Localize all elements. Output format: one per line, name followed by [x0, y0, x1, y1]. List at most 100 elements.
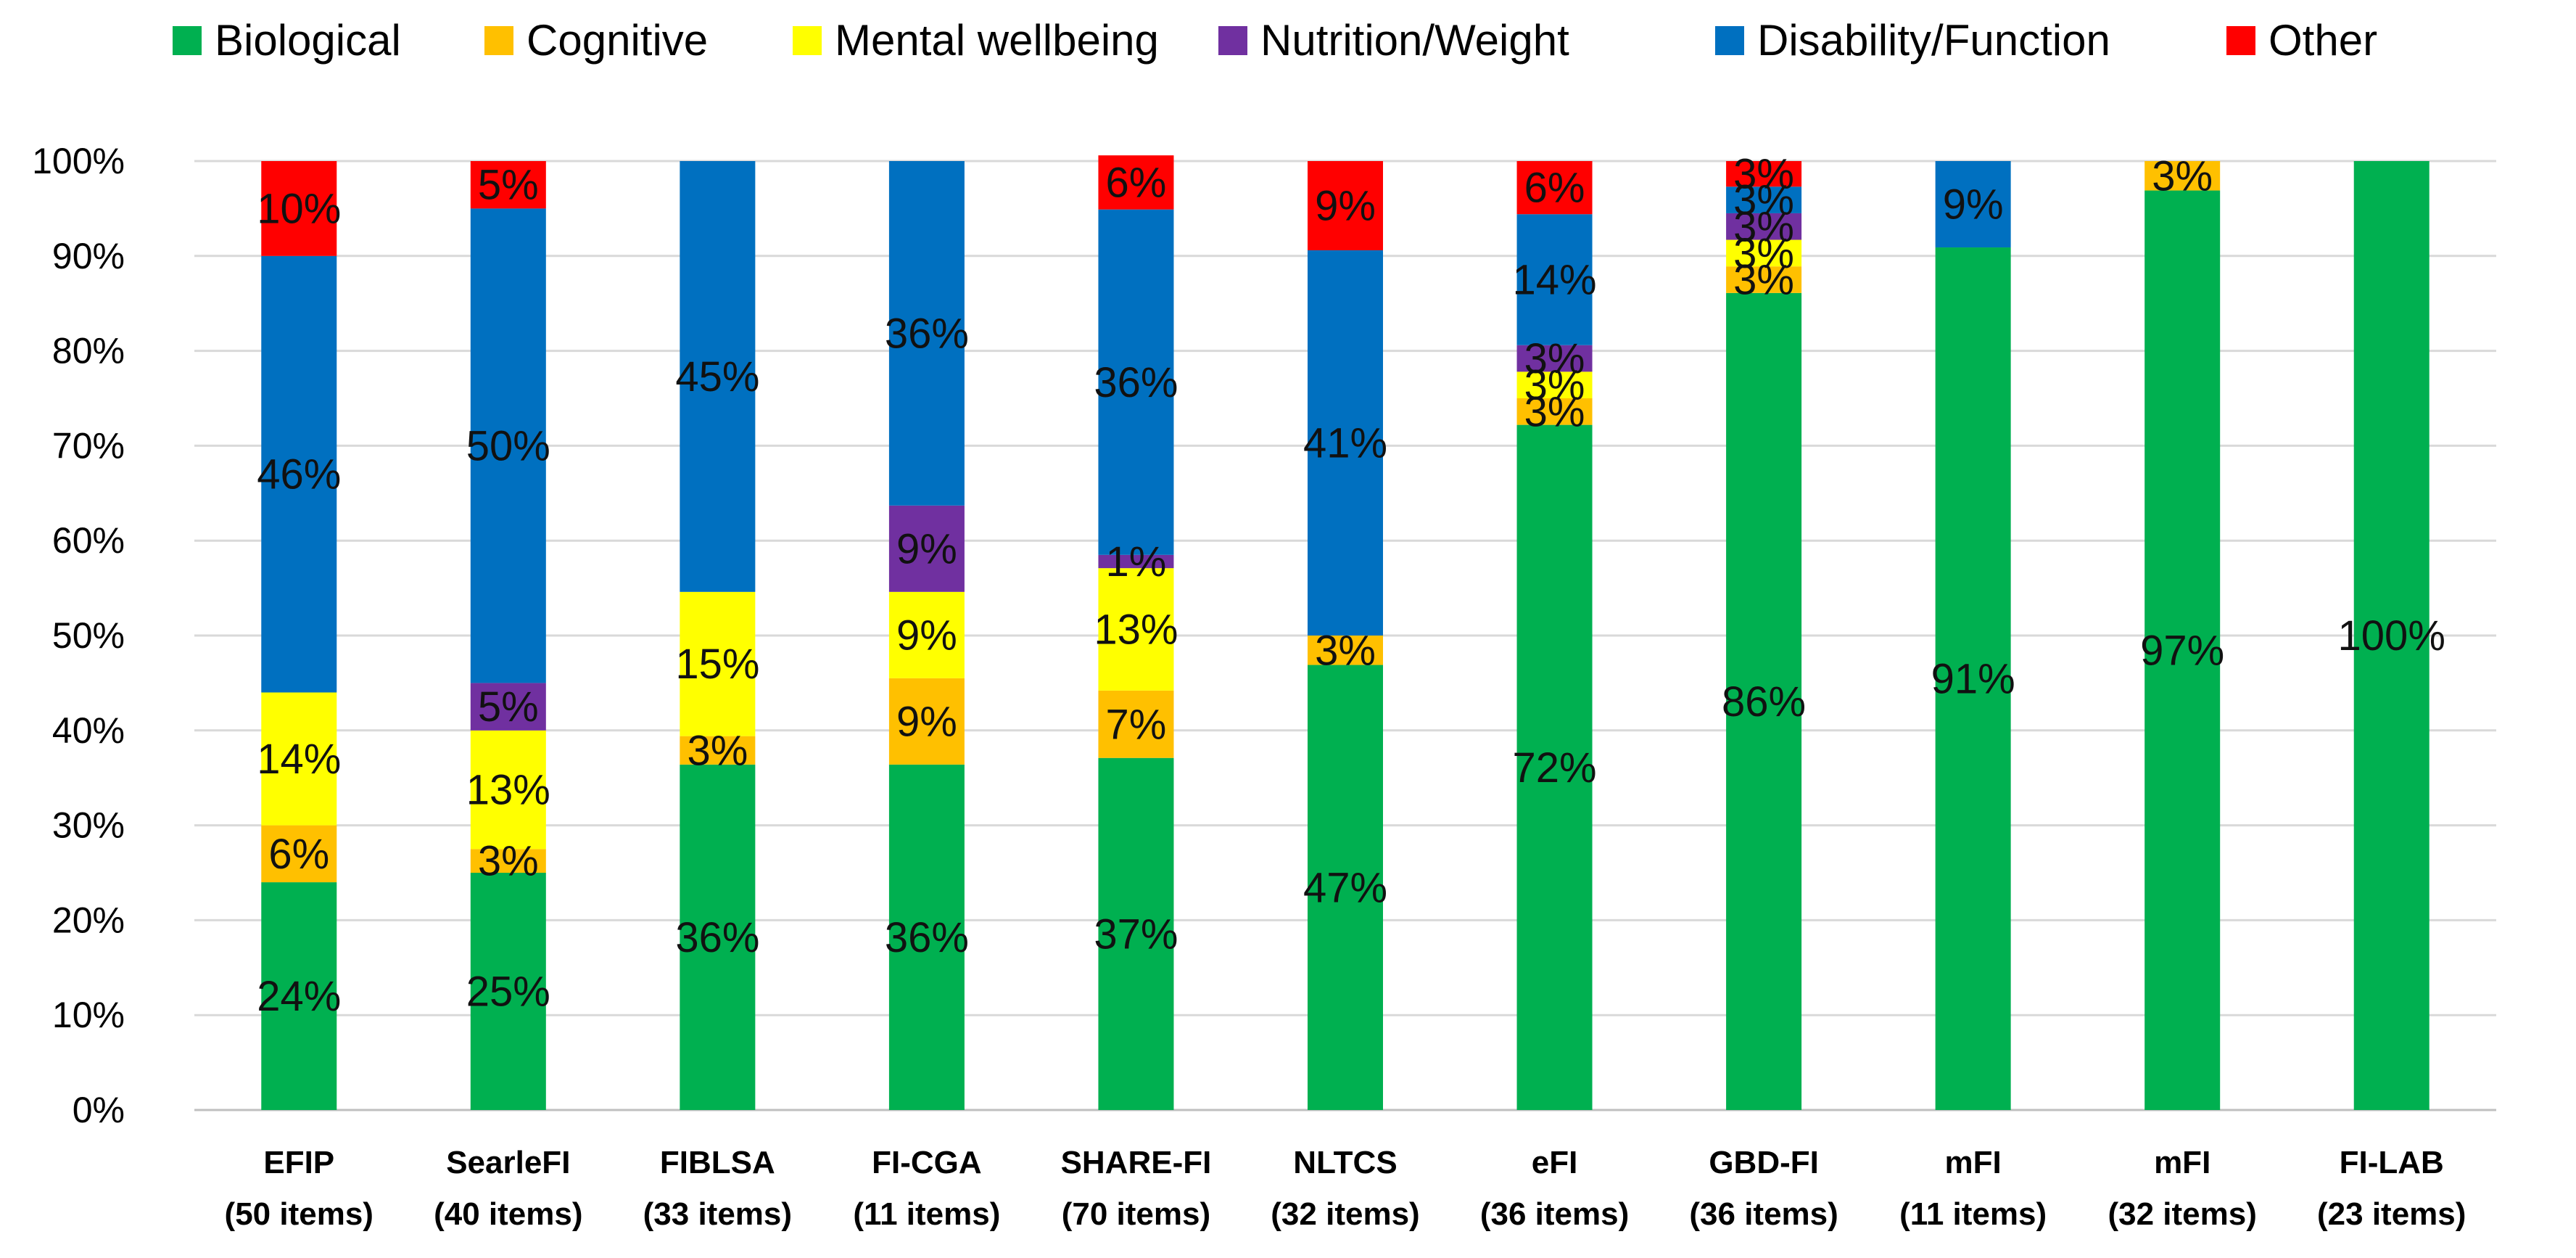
- data-label: 91%: [1931, 656, 2015, 703]
- bar-segment-cognitive: [888, 678, 965, 765]
- bar-segment-nutrition-weight: [1098, 554, 1174, 569]
- y-tick-label: 60%: [52, 520, 125, 561]
- x-tick-sublabel: (70 items): [1062, 1196, 1210, 1232]
- bar-segment-disability-function: [261, 255, 337, 693]
- data-label: 3%: [1524, 335, 1585, 382]
- x-tick-sublabel: (11 items): [1899, 1196, 2047, 1232]
- data-label: 9%: [896, 525, 957, 572]
- data-label: 3%: [1733, 257, 1794, 304]
- data-label: 3%: [1733, 230, 1794, 277]
- legend-label-other: Other: [2269, 16, 2377, 65]
- y-tick-label: 70%: [52, 425, 125, 466]
- data-label: 36%: [1094, 359, 1178, 406]
- bar-segment-nutrition-weight: [1516, 345, 1593, 372]
- data-label: 6%: [1524, 165, 1585, 212]
- data-label: 97%: [2140, 627, 2224, 674]
- data-label: 14%: [1512, 257, 1596, 304]
- bar-segment-other: [1726, 161, 1802, 187]
- legend-label-cognitive: Cognitive: [527, 16, 708, 65]
- data-label: 3%: [1733, 203, 1794, 250]
- y-tick-label: 20%: [52, 900, 125, 940]
- legend-label-nutrition-weight: Nutrition/Weight: [1260, 16, 1569, 65]
- data-label: 36%: [675, 914, 759, 961]
- bar-segment-disability-function: [470, 208, 546, 683]
- legend-swatch-cognitive: [484, 26, 513, 55]
- bar-segment-biological: [2353, 161, 2430, 1110]
- x-tick-label: eFI: [1532, 1145, 1578, 1180]
- data-label: 45%: [675, 353, 759, 400]
- bar-segment-biological: [1098, 757, 1174, 1110]
- x-tick-label: SHARE-FI: [1061, 1145, 1212, 1180]
- data-label: 3%: [1315, 627, 1376, 674]
- data-label: 3%: [478, 838, 539, 885]
- bar-segment-disability-function: [1726, 186, 1802, 213]
- data-label: 100%: [2338, 612, 2445, 659]
- x-tick-sublabel: (32 items): [1271, 1196, 1419, 1232]
- data-label: 24%: [257, 973, 341, 1020]
- legend-label-disability-function: Disability/Function: [1757, 16, 2110, 65]
- bar-segment-biological: [470, 873, 546, 1110]
- bar-segment-biological: [261, 882, 337, 1110]
- x-axis: EFIP (50 items) SearleFI (40 items) FIBLSA (3…: [225, 1145, 2466, 1232]
- data-label: 9%: [896, 612, 957, 659]
- x-tick-sublabel: (36 items): [1689, 1196, 1838, 1232]
- data-label: 13%: [1094, 606, 1178, 653]
- data-label: 3%: [1524, 362, 1585, 409]
- data-label: 36%: [885, 310, 969, 357]
- y-tick-label: 10%: [52, 995, 125, 1035]
- data-label: 9%: [1315, 182, 1376, 229]
- bar-segment-biological: [2144, 190, 2221, 1111]
- bar-segment-other: [261, 161, 337, 256]
- bar-segment-biological: [1516, 424, 1593, 1110]
- x-tick-sublabel: (33 items): [643, 1196, 792, 1232]
- x-tick-label: mFI: [1945, 1145, 2002, 1180]
- data-label: 3%: [1733, 177, 1794, 224]
- legend-swatch-mental-wellbeing: [793, 26, 822, 55]
- bar-segment-mental-wellbeing: [470, 730, 546, 850]
- y-tick-label: 90%: [52, 236, 125, 276]
- y-tick-label: 80%: [52, 331, 125, 371]
- bar-segment-nutrition-weight: [1726, 213, 1802, 240]
- bar-segment-biological: [680, 764, 756, 1110]
- bar-segment-disability-function: [1516, 214, 1593, 345]
- bar-segment-biological: [1726, 292, 1802, 1110]
- data-label: 5%: [478, 683, 539, 731]
- data-label: 9%: [1943, 181, 2004, 229]
- data-label: 46%: [257, 451, 341, 498]
- data-label: 10%: [257, 185, 341, 232]
- bars: [261, 155, 2430, 1111]
- y-tick-label: 100%: [32, 141, 125, 181]
- data-label: 37%: [1094, 910, 1178, 958]
- bar-segment-disability-function: [1935, 161, 2011, 248]
- bar-segment-disability-function: [1308, 250, 1383, 636]
- bar-segment-mental-wellbeing: [1726, 239, 1802, 267]
- x-tick-label: EFIP: [263, 1145, 334, 1180]
- data-label: 3%: [2152, 152, 2213, 200]
- x-tick-label: FI-LAB: [2340, 1145, 2444, 1180]
- data-label: 72%: [1512, 744, 1596, 792]
- data-label: 1%: [1106, 538, 1167, 585]
- data-label: 25%: [466, 969, 550, 1016]
- x-tick-sublabel: (11 items): [853, 1196, 1000, 1232]
- data-label: 15%: [675, 641, 759, 688]
- data-label: 13%: [466, 767, 550, 814]
- data-label: 3%: [1733, 151, 1794, 198]
- data-label: 7%: [1106, 701, 1167, 748]
- bar-segment-cognitive: [470, 849, 546, 873]
- x-tick-sublabel: (40 items): [434, 1196, 582, 1232]
- legend-swatch-other: [2226, 26, 2255, 55]
- data-label: 41%: [1303, 419, 1387, 466]
- x-tick-label: NLTCS: [1293, 1145, 1397, 1180]
- x-tick-label: mFI: [2154, 1145, 2210, 1180]
- bar-segment-cognitive: [1098, 690, 1174, 758]
- x-tick-sublabel: (36 items): [1480, 1196, 1629, 1232]
- y-tick-label: 40%: [52, 710, 125, 751]
- data-label: 5%: [478, 162, 539, 209]
- bar-segment-mental-wellbeing: [888, 591, 965, 678]
- x-tick-sublabel: (23 items): [2317, 1196, 2466, 1232]
- legend-label-biological: Biological: [215, 16, 401, 65]
- y-tick-label: 30%: [52, 805, 125, 846]
- bar-segment-disability-function: [1098, 209, 1174, 555]
- data-label: 3%: [1524, 388, 1585, 435]
